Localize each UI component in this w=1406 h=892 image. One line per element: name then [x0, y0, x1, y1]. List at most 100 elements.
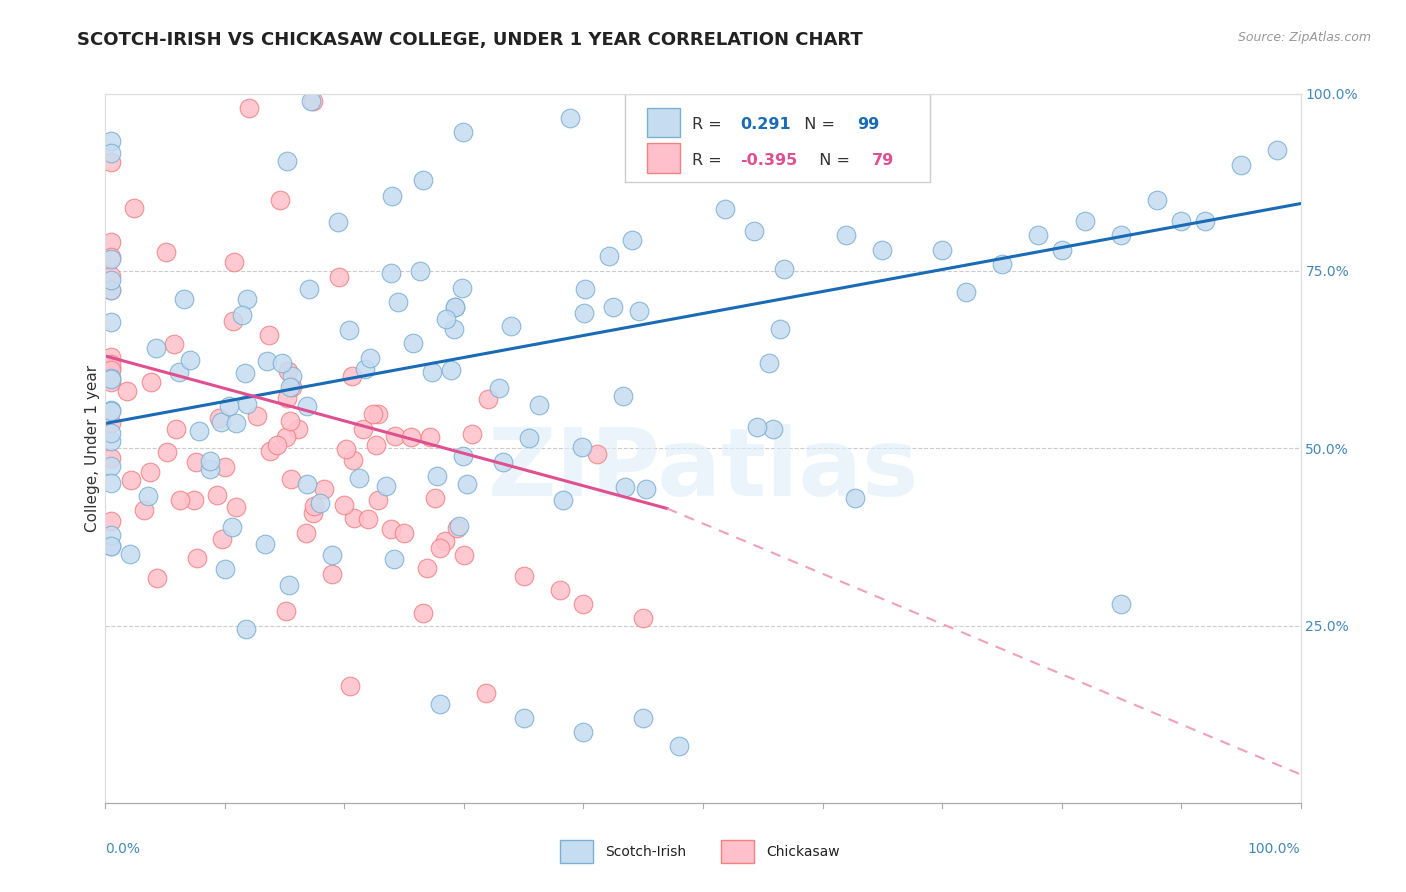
Point: [276, 153, 298, 168]
Point: [214, 460, 236, 475]
Point: [560, 112, 582, 126]
Text: 0.0%: 0.0%: [105, 842, 141, 855]
Point: [259, 444, 281, 458]
Point: [381, 189, 404, 203]
Point: [186, 551, 208, 566]
Point: [308, 496, 330, 510]
Point: [100, 273, 122, 287]
Point: [636, 482, 658, 496]
Point: [100, 458, 122, 473]
Point: [145, 342, 167, 356]
Point: [835, 228, 858, 243]
Point: [184, 455, 207, 469]
Text: -0.395: -0.395: [740, 153, 797, 168]
Point: [100, 283, 122, 297]
Point: [301, 506, 323, 520]
Text: Source: ZipAtlas.com: Source: ZipAtlas.com: [1237, 31, 1371, 45]
Point: [1146, 193, 1168, 207]
Point: [266, 438, 288, 452]
Point: [460, 427, 482, 442]
Point: [415, 561, 437, 575]
Point: [209, 415, 232, 429]
Point: [278, 380, 301, 394]
Point: [1050, 243, 1073, 257]
Point: [456, 477, 478, 491]
Point: [844, 491, 866, 505]
Point: [280, 472, 302, 486]
Point: [120, 473, 142, 487]
FancyBboxPatch shape: [560, 840, 593, 863]
Point: [477, 392, 499, 406]
Point: [1111, 597, 1133, 611]
Point: [224, 255, 246, 269]
Text: 100.0%: 100.0%: [1249, 842, 1301, 855]
Point: [254, 537, 277, 551]
Point: [100, 154, 122, 169]
Point: [100, 357, 122, 371]
Point: [392, 526, 416, 541]
Point: [136, 489, 159, 503]
Point: [367, 493, 389, 508]
Point: [295, 526, 318, 541]
Y-axis label: College, Under 1 year: College, Under 1 year: [84, 365, 100, 532]
Text: 79: 79: [872, 153, 894, 168]
Point: [517, 431, 540, 445]
Point: [359, 351, 381, 366]
Point: [714, 202, 737, 217]
Point: [100, 402, 122, 417]
Point: [602, 300, 624, 314]
Point: [357, 512, 380, 526]
Point: [453, 125, 475, 139]
Point: [955, 285, 977, 300]
Point: [328, 270, 350, 285]
Point: [758, 355, 780, 369]
Point: [342, 452, 364, 467]
FancyBboxPatch shape: [647, 108, 681, 137]
Point: [423, 491, 446, 505]
Point: [742, 224, 765, 238]
Point: [453, 548, 475, 562]
Point: [409, 263, 432, 277]
Point: [527, 398, 550, 412]
Point: [100, 450, 122, 465]
Point: [633, 611, 655, 625]
Point: [745, 420, 768, 434]
Point: [451, 280, 474, 294]
Point: [155, 245, 177, 260]
Point: [211, 532, 233, 546]
Point: [762, 422, 785, 436]
Point: [183, 492, 205, 507]
Point: [169, 493, 191, 508]
Text: 99: 99: [858, 117, 879, 132]
Point: [257, 328, 280, 343]
Point: [100, 252, 122, 266]
Text: R =: R =: [692, 153, 727, 168]
Point: [100, 434, 122, 448]
Point: [278, 578, 301, 592]
Point: [571, 441, 593, 455]
Point: [287, 422, 309, 436]
Point: [352, 422, 374, 436]
Point: [100, 425, 122, 440]
Point: [586, 446, 609, 460]
Point: [200, 462, 222, 476]
Point: [246, 409, 269, 423]
Point: [321, 566, 343, 581]
Point: [326, 215, 349, 229]
Point: [233, 367, 256, 381]
Point: [429, 697, 451, 711]
Point: [298, 282, 321, 296]
Point: [384, 428, 406, 442]
Point: [187, 424, 209, 438]
Point: [236, 292, 259, 306]
Point: [475, 685, 498, 699]
Text: 0.291: 0.291: [740, 117, 790, 132]
Point: [513, 711, 536, 725]
FancyBboxPatch shape: [721, 840, 755, 863]
Point: [271, 356, 294, 370]
Point: [214, 562, 236, 576]
Point: [772, 262, 794, 277]
Point: [302, 499, 325, 513]
Text: Chickasaw: Chickasaw: [766, 845, 839, 859]
Point: [156, 444, 179, 458]
